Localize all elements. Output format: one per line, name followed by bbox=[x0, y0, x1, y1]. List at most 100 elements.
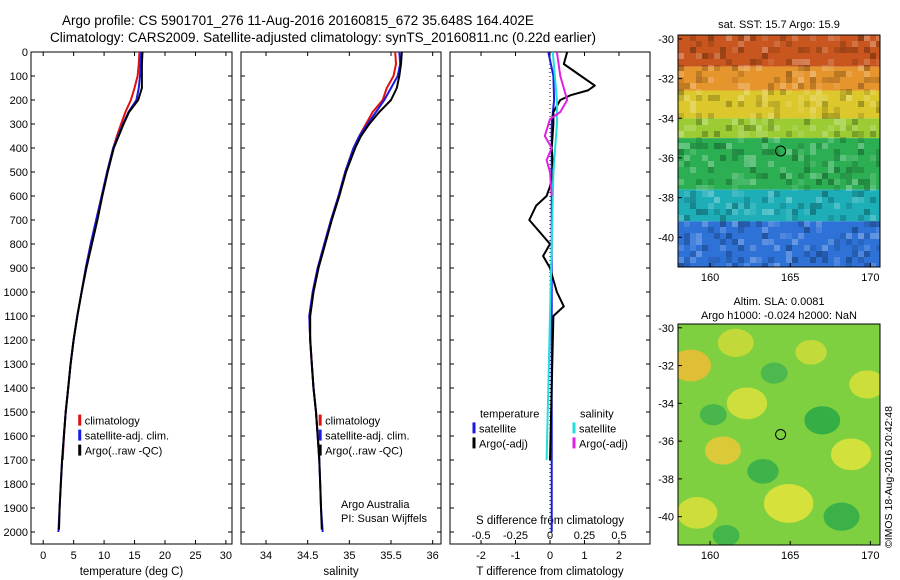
sst-map-texture-cell bbox=[690, 35, 696, 41]
sst-map-texture-cell bbox=[876, 155, 880, 161]
sst-map-texture-cell bbox=[774, 245, 780, 251]
sst-map-panel: 160 165 170 -30 -32 -34 -36 -38 -40 sat. SST: 15.… bbox=[658, 19, 881, 284]
salinity-xtick-label: 35 bbox=[343, 550, 355, 562]
sst-map-texture-cell bbox=[756, 101, 762, 107]
sst-map-texture-cell bbox=[702, 53, 708, 59]
sst-map-texture-cell bbox=[684, 197, 690, 203]
sst-map-texture-cell bbox=[750, 209, 756, 215]
sst-map-title: sat. SST: 15.7 Argo: 15.9 bbox=[718, 19, 840, 31]
sla-map-anomaly-blob bbox=[830, 438, 872, 471]
sst-map-texture-cell bbox=[804, 221, 810, 227]
sst-map-texture-cell bbox=[678, 77, 684, 83]
sst-map-texture-cell bbox=[732, 65, 738, 71]
sst-map-lat-tick-label: -36 bbox=[658, 153, 674, 165]
sst-map-texture-cell bbox=[708, 257, 714, 263]
sst-map-texture-cell bbox=[840, 215, 846, 221]
sst-map-texture-cell bbox=[768, 83, 774, 89]
sst-map-texture-cell bbox=[750, 161, 756, 167]
sst-map-texture-cell bbox=[786, 179, 792, 185]
sla-map-anomaly-blob bbox=[795, 339, 827, 365]
sst-map-texture-cell bbox=[804, 89, 810, 95]
sst-map-texture-cell bbox=[852, 251, 858, 257]
depth-tick-label: 0 bbox=[22, 47, 28, 59]
sst-map-texture-cell bbox=[834, 203, 840, 209]
sst-map-texture-cell bbox=[696, 143, 702, 149]
sst-map-texture-cell bbox=[804, 155, 810, 161]
sst-map-texture-cell bbox=[858, 191, 864, 197]
sst-map-texture-cell bbox=[816, 227, 822, 233]
sst-map-texture-cell bbox=[690, 251, 696, 257]
salinity-legend-label: satellite-adj. clim. bbox=[325, 431, 409, 443]
sst-map-texture-cell bbox=[684, 221, 690, 227]
sst-map-texture-cell bbox=[696, 119, 702, 125]
sst-map-texture-cell bbox=[822, 107, 828, 113]
sst-map-texture-cell bbox=[696, 71, 702, 77]
sst-map-texture-cell bbox=[858, 35, 864, 41]
sst-map-texture-cell bbox=[876, 149, 880, 155]
sst-map-texture-cell bbox=[756, 173, 762, 179]
salinity-legend-label: Argo(..raw -QC) bbox=[325, 446, 403, 458]
sst-map-texture-cell bbox=[864, 209, 870, 215]
sst-map-texture-cell bbox=[702, 65, 708, 71]
sst-map-texture-cell bbox=[834, 155, 840, 161]
sst-map-texture-cell bbox=[768, 263, 774, 267]
sst-map-texture-cell bbox=[834, 47, 840, 53]
sst-map-texture-cell bbox=[876, 77, 880, 83]
sst-map-texture-cell bbox=[768, 89, 774, 95]
sst-map-texture-cell bbox=[732, 239, 738, 245]
sst-map-texture-cell bbox=[702, 221, 708, 227]
sst-map-texture-cell bbox=[744, 125, 750, 131]
temperature-xtick-label: 15 bbox=[128, 550, 140, 562]
sst-map-texture-cell bbox=[858, 113, 864, 119]
sst-map-texture-cell bbox=[846, 185, 852, 191]
sst-map-texture-cell bbox=[708, 95, 714, 101]
sst-map-texture-cell bbox=[696, 239, 702, 245]
temperature-legend-label: satellite-adj. clim. bbox=[85, 431, 169, 443]
difference-xtick-label: -2 bbox=[476, 550, 486, 562]
sst-map-texture-cell bbox=[702, 131, 708, 137]
sla-map-anomaly-blob bbox=[717, 328, 754, 357]
sst-map-texture-cell bbox=[744, 203, 750, 209]
sst-map-texture-cell bbox=[768, 113, 774, 119]
sst-map-texture-cell bbox=[732, 203, 738, 209]
sst-map-texture-cell bbox=[798, 203, 804, 209]
sst-map-texture-cell bbox=[714, 143, 720, 149]
sla-map-title: Altim. SLA: 0.0081 bbox=[733, 296, 824, 308]
sst-map-texture-cell bbox=[732, 185, 738, 191]
sst-map-texture-cell bbox=[798, 59, 804, 65]
sst-map-texture-cell bbox=[762, 227, 768, 233]
sst-map-texture-cell bbox=[780, 173, 786, 179]
sst-map-texture-cell bbox=[708, 227, 714, 233]
sst-map-texture-cell bbox=[810, 209, 816, 215]
sst-map-texture-cell bbox=[858, 233, 864, 239]
sst-map-texture-cell bbox=[858, 149, 864, 155]
sst-map-texture-cell bbox=[744, 263, 750, 267]
sst-map-texture-cell bbox=[756, 125, 762, 131]
difference-xtick-label: 2 bbox=[616, 550, 622, 562]
sst-map-texture-cell bbox=[738, 35, 744, 41]
sst-map-texture-cell bbox=[810, 257, 816, 263]
sst-map-texture-cell bbox=[834, 107, 840, 113]
depth-tick-label: 1100 bbox=[4, 311, 28, 323]
sst-map-texture-cell bbox=[798, 173, 804, 179]
sst-map-texture-cell bbox=[822, 101, 828, 107]
temperature-xtick-label: 25 bbox=[189, 550, 201, 562]
sst-map-texture-cell bbox=[816, 173, 822, 179]
sla-map-lat-tick-label: -32 bbox=[658, 361, 674, 373]
sst-map-texture-cell bbox=[696, 185, 702, 191]
sst-map-texture-cell bbox=[696, 95, 702, 101]
sst-map-texture-cell bbox=[798, 101, 804, 107]
sst-map-texture-cell bbox=[744, 155, 750, 161]
sst-map-texture-cell bbox=[720, 143, 726, 149]
sst-map-texture-cell bbox=[738, 131, 744, 137]
sst-map-texture-cell bbox=[810, 35, 816, 41]
sla-map-map-frame bbox=[677, 323, 881, 546]
sst-map-texture-cell bbox=[834, 149, 840, 155]
sst-map-texture-cell bbox=[852, 119, 858, 125]
sst-map-texture-cell bbox=[762, 101, 768, 107]
temperature-xtick-label: 30 bbox=[220, 550, 232, 562]
sst-map-texture-cell bbox=[768, 191, 774, 197]
depth-tick-label: 100 bbox=[10, 71, 28, 83]
sst-map-lat-tick-label: -40 bbox=[658, 232, 674, 244]
